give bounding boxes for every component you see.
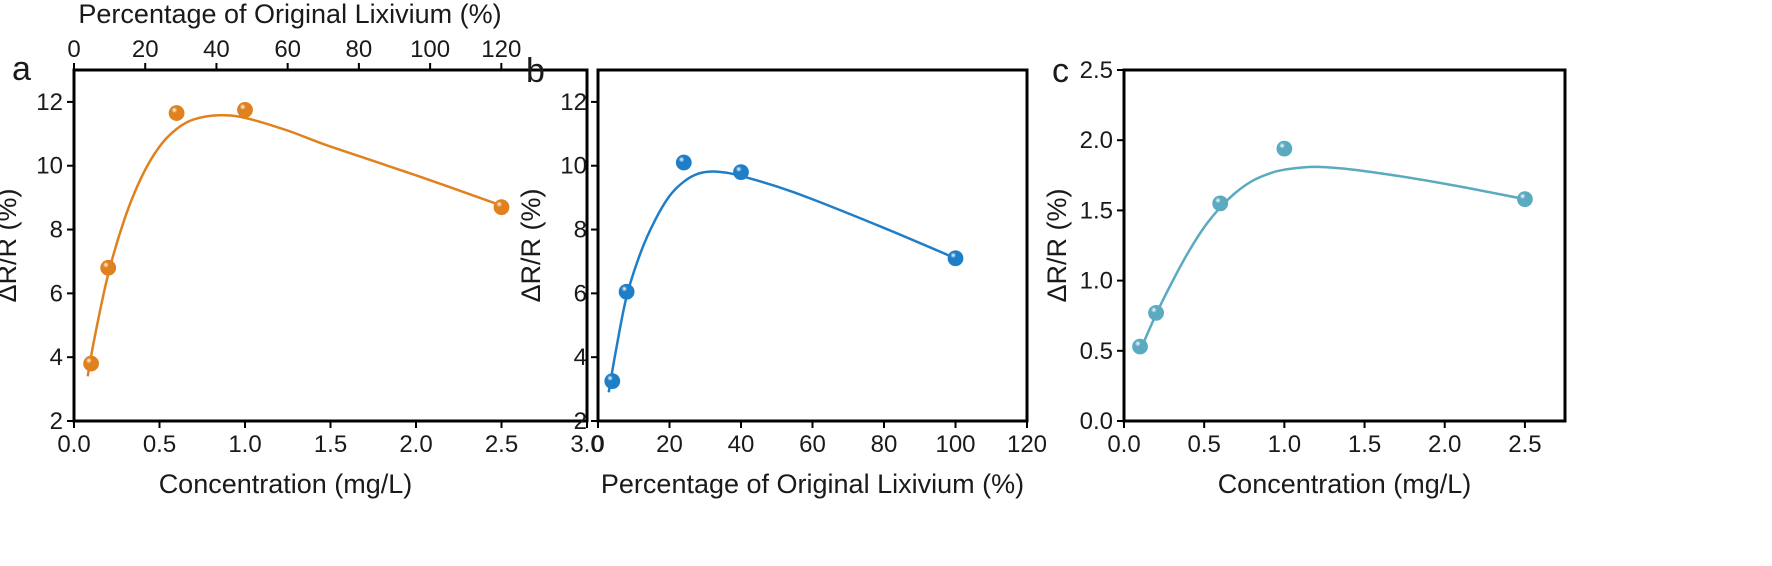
data-point xyxy=(733,164,749,181)
y-axis-title: ΔR/R (%) xyxy=(516,188,546,302)
panel-letter: a xyxy=(12,50,31,88)
chart-panel-c: 0.0 0.5 1.0 1.5 2.0 2.5 0.0 0.5 1.0 1.5 2.0 2.5 Conc… xyxy=(1042,52,1567,499)
plot-frame xyxy=(1122,68,1567,423)
y-tick-label: 2 xyxy=(50,408,63,435)
data-point xyxy=(1517,191,1533,208)
data-point xyxy=(1148,304,1164,321)
y-tick-label: 6 xyxy=(50,280,63,307)
y-tick-label: 1.0 xyxy=(1080,268,1113,295)
y-axis-title: ΔR/R (%) xyxy=(1042,188,1072,302)
top-x-tick-label: 120 xyxy=(481,36,521,63)
chart-panel-b: 0 20 40 60 80 100 120 2 4 6 8 10 12 Percentage of Ori… xyxy=(516,52,1047,499)
y-tick-label: 1.5 xyxy=(1080,197,1113,224)
y-tick-label: 8 xyxy=(50,217,63,244)
data-point xyxy=(1212,195,1229,212)
data-point xyxy=(1132,338,1148,355)
fit-curve xyxy=(1138,165,1526,352)
x-tick-label: 2.0 xyxy=(1428,431,1461,458)
data-point xyxy=(947,250,964,267)
top-x-tick-label: 40 xyxy=(203,36,230,63)
y-tick-label: 8 xyxy=(574,217,587,244)
y-tick-label: 0.5 xyxy=(1080,338,1113,365)
x-tick-label: 2.5 xyxy=(485,431,518,458)
x-axis-title: Percentage of Original Lixivium (%) xyxy=(601,469,1024,499)
data-point xyxy=(168,105,185,121)
y-tick-label: 4 xyxy=(574,344,587,371)
top-x-axis-title: Percentage of Original Lixivium (%) xyxy=(78,0,501,29)
data-point xyxy=(675,154,692,171)
x-axis-title: Concentration (mg/L) xyxy=(1218,469,1472,499)
top-x-tick-label: 80 xyxy=(346,36,373,63)
fit-curve xyxy=(86,113,502,377)
top-x-tick-label: 0 xyxy=(67,36,80,63)
x-tick-label: 0.0 xyxy=(1107,431,1140,458)
data-point xyxy=(237,101,253,118)
x-axis-title: Concentration (mg/L) xyxy=(159,469,413,499)
y-tick-label: 10 xyxy=(560,153,587,180)
plot-frame xyxy=(72,68,589,423)
x-tick-label: 0.5 xyxy=(1187,431,1220,458)
top-x-tick-label: 20 xyxy=(132,36,159,63)
x-tick-label: 20 xyxy=(656,431,683,458)
data-point xyxy=(493,199,510,216)
y-tick-label: 10 xyxy=(36,153,63,180)
y-tick-label: 0.0 xyxy=(1080,408,1113,435)
y-tick-label: 2.5 xyxy=(1080,57,1113,84)
data-point xyxy=(100,259,117,276)
x-tick-label: 1.5 xyxy=(1348,431,1381,458)
top-x-tick-label: 60 xyxy=(274,36,301,63)
y-tick-label: 2.0 xyxy=(1080,127,1113,154)
x-tick-label: 120 xyxy=(1007,431,1047,458)
x-tick-label: 80 xyxy=(871,431,898,458)
panel-letter: c xyxy=(1052,52,1069,90)
x-tick-label: 2.5 xyxy=(1508,431,1541,458)
x-tick-label: 0.0 xyxy=(57,431,90,458)
x-tick-label: 100 xyxy=(935,431,975,458)
y-tick-label: 6 xyxy=(574,280,587,307)
plot-frame xyxy=(596,68,1029,423)
top-x-tick-label: 100 xyxy=(410,36,450,63)
x-tick-label: 60 xyxy=(799,431,826,458)
data-point xyxy=(1276,140,1293,157)
x-tick-label: 40 xyxy=(728,431,755,458)
data-point xyxy=(83,355,99,372)
x-tick-label: 1.0 xyxy=(228,431,261,458)
x-tick-label: 0.5 xyxy=(143,431,176,458)
y-axis-title: ΔR/R (%) xyxy=(0,188,22,302)
fit-curve xyxy=(607,170,956,393)
x-tick-label: 3.0 xyxy=(570,431,603,458)
x-tick-label: 0 xyxy=(591,431,604,458)
x-tick-label: 1.5 xyxy=(314,431,347,458)
data-point xyxy=(618,283,635,300)
data-point xyxy=(604,373,621,390)
y-tick-label: 2 xyxy=(574,408,587,435)
y-tick-label: 12 xyxy=(36,89,63,116)
panel-letter: b xyxy=(526,52,545,90)
y-tick-label: 12 xyxy=(560,89,587,116)
x-tick-label: 1.0 xyxy=(1268,431,1301,458)
x-tick-label: 2.0 xyxy=(399,431,432,458)
y-tick-label: 4 xyxy=(50,344,63,371)
